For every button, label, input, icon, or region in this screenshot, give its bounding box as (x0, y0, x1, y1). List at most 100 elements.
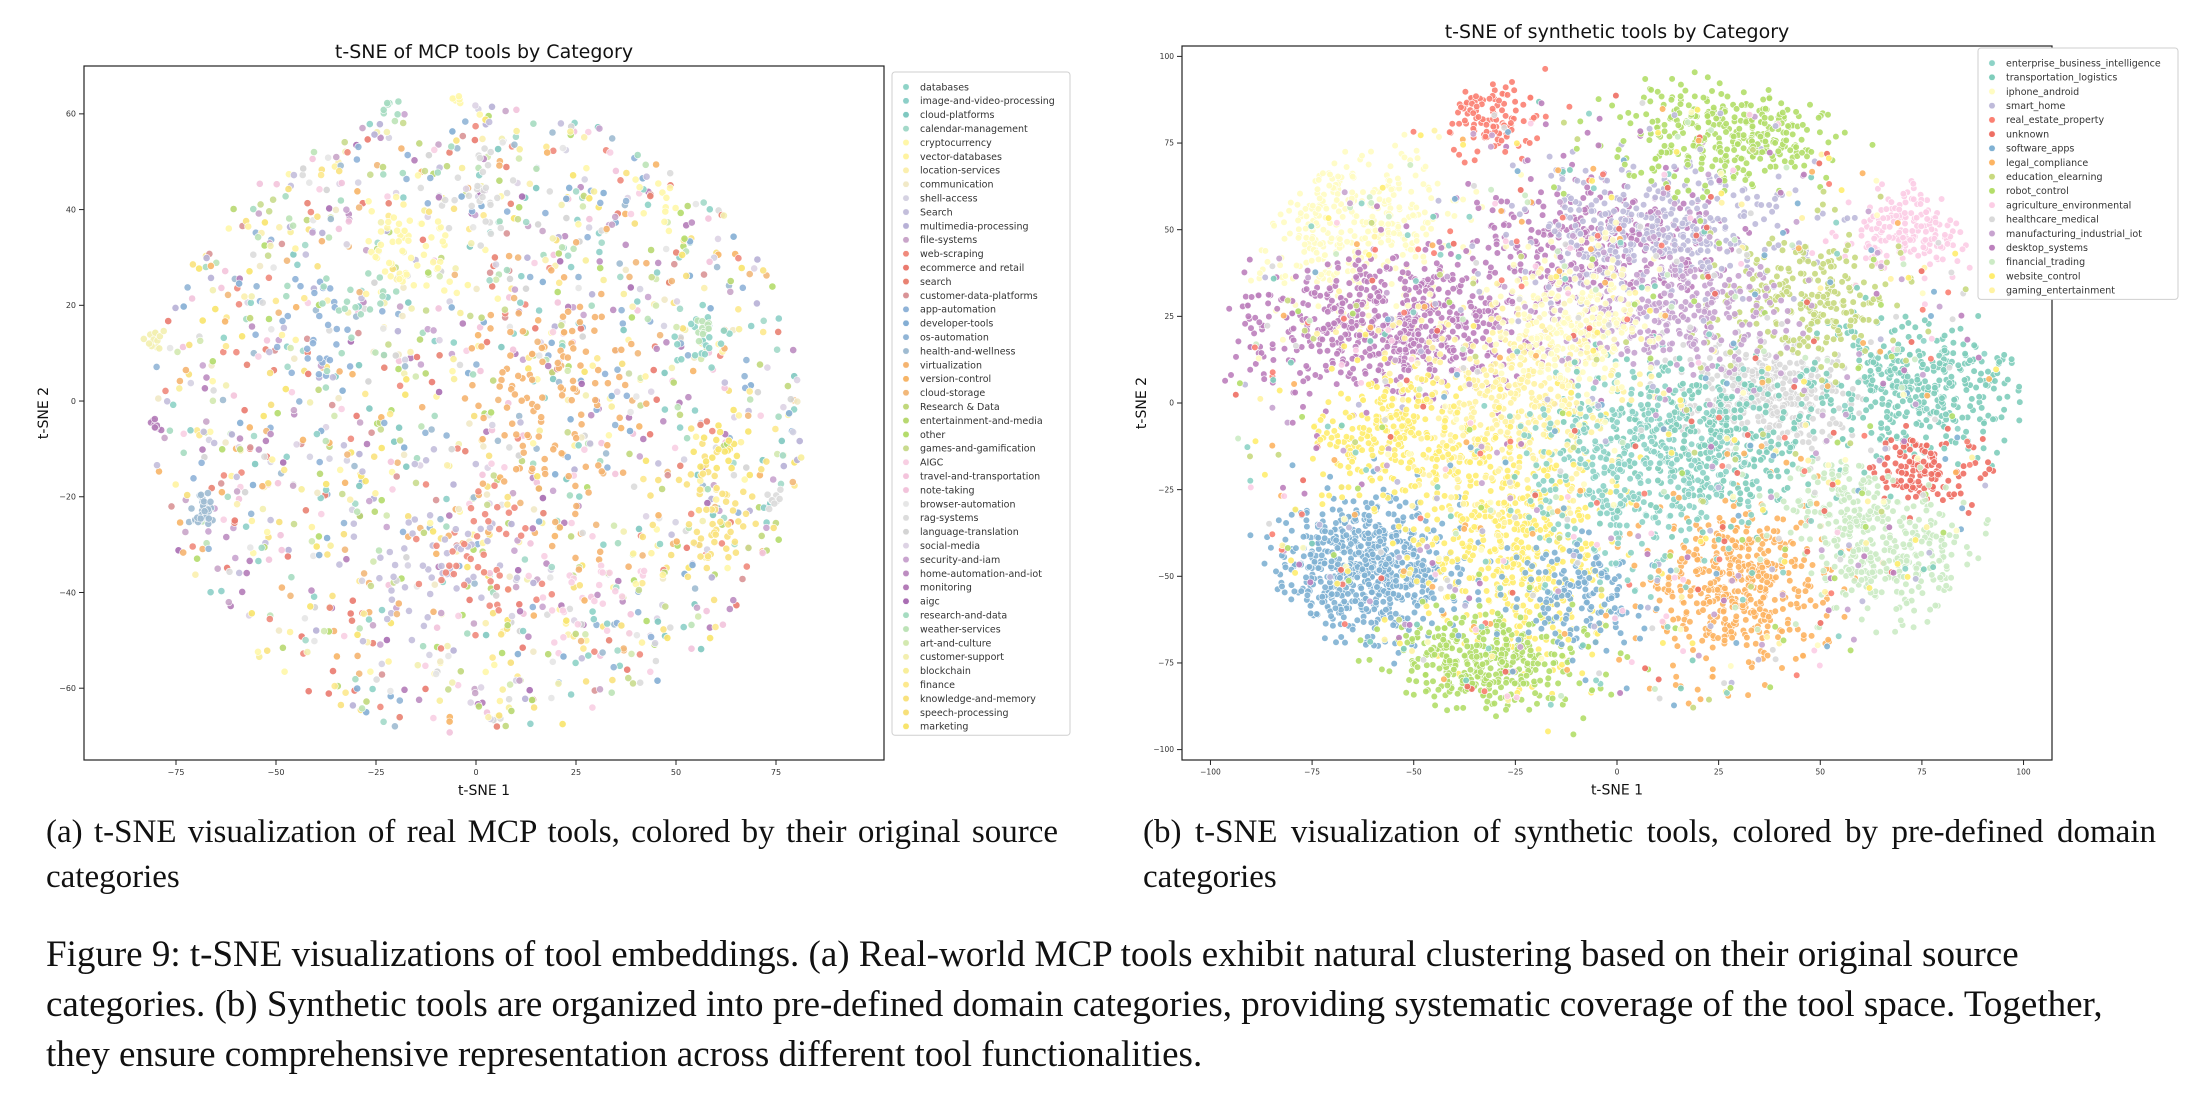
chart-a-point (519, 627, 527, 635)
chart-a-point (666, 184, 674, 192)
chart-a-point (445, 717, 454, 726)
chart-a-point (324, 320, 332, 329)
chart-a-point (223, 492, 232, 501)
chart-a-point (224, 224, 233, 233)
chart-a-point (353, 652, 362, 660)
chart-a-point (503, 403, 511, 412)
chart-a-point (691, 406, 699, 415)
chart-b-point (1423, 511, 1432, 520)
chart-a-legend-label: cryptocurrency (920, 138, 992, 149)
chart-b-point (1575, 511, 1583, 520)
chart-a-point (548, 542, 557, 550)
chart-a-point (392, 287, 401, 296)
chart-b-point (1566, 644, 1574, 653)
chart-a-point (554, 679, 563, 688)
chart-a-point (371, 489, 380, 498)
chart-b-point (1376, 537, 1384, 545)
chart-a-point (635, 525, 643, 533)
chart-a-point (384, 199, 393, 208)
chart-b-point (1756, 605, 1764, 613)
chart-a-point (346, 434, 355, 443)
chart-a-point (723, 564, 732, 572)
chart-b-point (1479, 660, 1487, 668)
chart-a-point (413, 661, 422, 670)
chart-b-point (1389, 539, 1397, 548)
chart-a-point (529, 647, 538, 656)
chart-a-point (303, 199, 312, 208)
chart-b-point (1449, 592, 1457, 601)
chart-a-point (656, 331, 664, 340)
chart-a-point (435, 388, 443, 396)
chart-a-x-tick-label: 25 (571, 768, 581, 777)
chart-b-point (1353, 573, 1361, 582)
chart-a-point (365, 404, 374, 413)
chart-a-point (774, 412, 783, 421)
chart-b-point (1355, 548, 1363, 557)
chart-a-point (598, 568, 607, 577)
chart-a-legend-marker (902, 597, 910, 605)
chart-b-point (1422, 679, 1431, 687)
chart-b-point (1540, 466, 1548, 475)
chart-b-point (1771, 596, 1779, 604)
chart-a-point (777, 436, 786, 445)
chart-a-point (310, 637, 319, 645)
chart-a-point (512, 430, 521, 439)
chart-b-point (1293, 201, 1302, 209)
chart-a-point (763, 363, 772, 372)
chart-a-point (398, 312, 407, 320)
chart-a-point (323, 550, 332, 559)
chart-a-point (349, 532, 358, 541)
chart-b-point (1347, 540, 1355, 548)
chart-b-point (1439, 635, 1447, 644)
chart-a-point (401, 355, 409, 364)
chart-a-point (654, 258, 663, 267)
chart-a-point (587, 301, 596, 310)
chart-a-point (258, 482, 267, 491)
chart-b-point (1372, 493, 1380, 501)
chart-a-point (432, 549, 441, 558)
chart-a-point (145, 339, 153, 348)
chart-b-point (1400, 131, 1409, 139)
chart-a-point (625, 272, 634, 281)
chart-a-point (702, 607, 711, 615)
chart-a-point (511, 390, 519, 399)
chart-b-point (1522, 671, 1531, 680)
chart-a-point (613, 365, 622, 374)
chart-b-point (1492, 712, 1500, 720)
chart-a-point (530, 703, 538, 712)
chart-a-point (702, 457, 710, 466)
chart-b-point (1441, 624, 1449, 632)
chart-a-point (432, 670, 440, 678)
chart-b-point (1369, 550, 1377, 558)
chart-a-point (638, 638, 646, 647)
chart-a-point (329, 667, 337, 675)
chart-a-point (549, 445, 558, 454)
chart-b-point (1402, 632, 1410, 640)
chart-a-point (477, 593, 486, 602)
chart-a-point (478, 134, 487, 143)
chart-a-point (463, 281, 472, 289)
chart-a-y-tick-label: 20 (66, 301, 76, 310)
chart-b-point (1550, 650, 1559, 659)
chart-a-point (788, 478, 797, 486)
chart-a-point (337, 179, 346, 187)
chart-a-point (339, 530, 348, 539)
chart-a-point (622, 169, 631, 177)
chart-a-legend-marker (902, 556, 910, 563)
chart-b-point (1800, 602, 1808, 610)
chart-a-point (642, 617, 651, 625)
chart-a-point (687, 621, 696, 629)
chart-b-point (1742, 351, 1750, 359)
chart-a-point (621, 265, 630, 274)
chart-a-legend-marker (902, 500, 910, 508)
chart-a-point (510, 140, 519, 149)
chart-a-point (218, 445, 227, 454)
chart-a-point (510, 503, 519, 512)
chart-a-point (379, 717, 388, 726)
chart-a-point (724, 456, 733, 465)
chart-a-point (353, 187, 362, 196)
chart-b-point (1542, 632, 1551, 641)
chart-a-point (461, 394, 469, 403)
chart-a-legend-marker (902, 278, 910, 285)
chart-b-point (1502, 679, 1510, 687)
